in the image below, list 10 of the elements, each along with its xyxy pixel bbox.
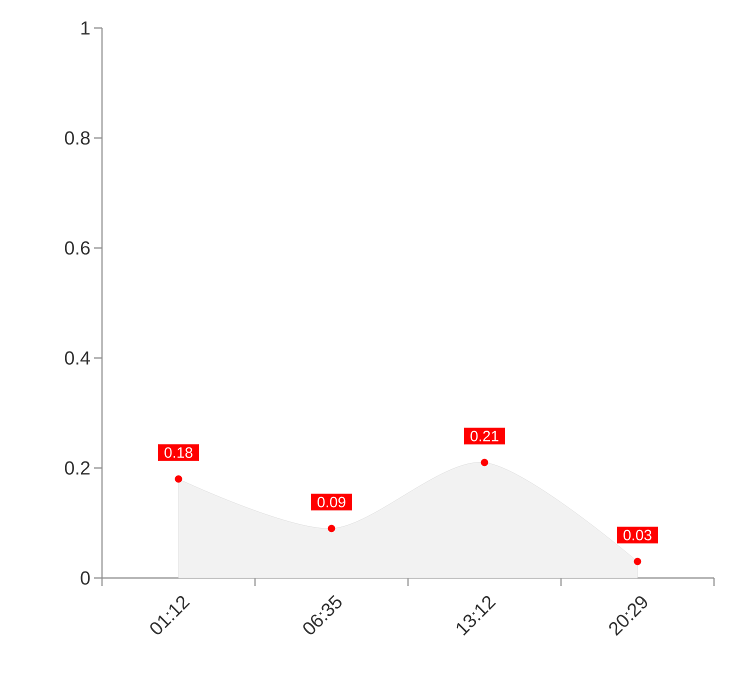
data-label: 0.09 <box>318 496 346 508</box>
y-tick-label: 0.8 <box>64 131 90 145</box>
data-label: 0.21 <box>470 430 498 442</box>
data-label: 0.18 <box>164 447 192 458</box>
y-tick-label: 0.2 <box>64 461 90 475</box>
y-tick-label: 0.6 <box>64 241 90 255</box>
y-tick-label: 0 <box>80 571 90 585</box>
y-tick-label: 1 <box>81 21 90 34</box>
data-label: 0.03 <box>624 530 652 540</box>
y-tick-label: 0.4 <box>64 351 90 365</box>
